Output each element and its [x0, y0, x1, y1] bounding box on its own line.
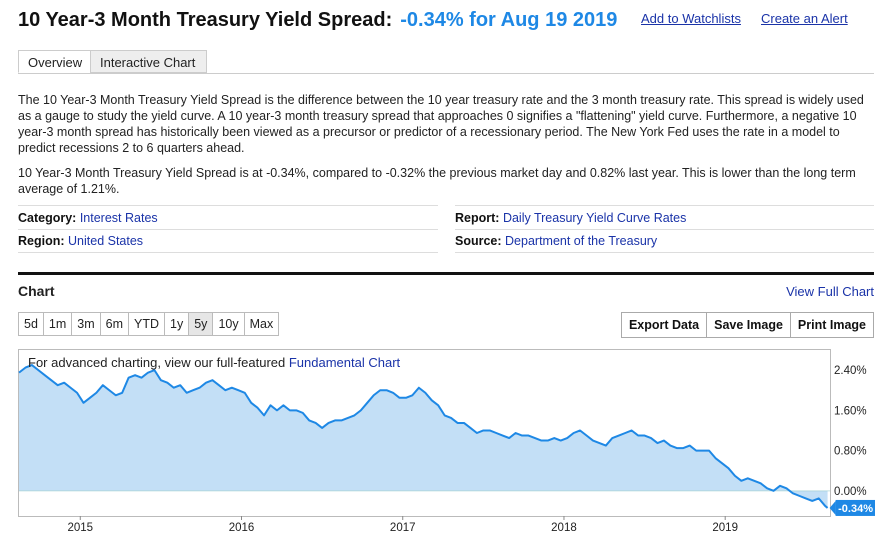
page-title: 10 Year-3 Month Treasury Yield Spread: -0…: [18, 9, 617, 32]
range-max-button[interactable]: Max: [243, 312, 280, 336]
y-tick-label: 0.80%: [834, 446, 867, 458]
note-text: For advanced charting, view our full-fea…: [28, 355, 289, 370]
last-value-badge: [835, 499, 875, 516]
range-6m-button[interactable]: 6m: [99, 312, 130, 336]
view-full-chart-link[interactable]: View Full Chart: [786, 284, 874, 299]
save-image-button[interactable]: Save Image: [706, 312, 791, 338]
y-tick-label: 1.60%: [834, 405, 867, 417]
print-image-button[interactable]: Print Image: [789, 312, 874, 338]
region-label: Region:: [18, 234, 65, 248]
meta-divider: [18, 205, 438, 206]
tab-interactive-chart[interactable]: Interactive Chart: [90, 50, 207, 73]
report-link[interactable]: Daily Treasury Yield Curve Rates: [502, 211, 687, 225]
x-tick-label: 2016: [229, 522, 255, 534]
advanced-charting-note: For advanced charting, view our full-fea…: [28, 355, 400, 370]
category-label: Category:: [18, 211, 77, 225]
x-tick-label: 2017: [390, 522, 416, 534]
range-1y-button[interactable]: 1y: [164, 312, 190, 336]
description-paragraph: The 10 Year-3 Month Treasury Yield Sprea…: [18, 93, 864, 155]
export-data-button[interactable]: Export Data: [620, 312, 708, 338]
x-tick-label: 2018: [551, 522, 577, 534]
report-label: Report:: [455, 211, 500, 225]
meta-divider: [18, 229, 438, 230]
meta-divider: [455, 229, 874, 230]
title-text: 10 Year-3 Month Treasury Yield Spread:: [18, 9, 393, 31]
tab-divider: [18, 73, 874, 74]
y-tick-label: 2.40%: [834, 365, 867, 377]
range-1m-button[interactable]: 1m: [42, 312, 73, 336]
range-selector: 5d 1m 3m 6m YTD 1y 5y 10y Max: [18, 312, 280, 336]
x-tick-label: 2019: [712, 522, 738, 534]
series-area: [19, 365, 828, 508]
y-tick-label: 0.00%: [834, 486, 867, 498]
meta-divider: [18, 252, 438, 253]
meta-divider: [455, 252, 874, 253]
last-value-pointer: [829, 500, 836, 515]
meta-divider: [455, 205, 874, 206]
range-5d-button[interactable]: 5d: [18, 312, 44, 336]
range-3m-button[interactable]: 3m: [71, 312, 101, 336]
create-alert-link[interactable]: Create an Alert: [761, 11, 848, 26]
report-row: Report: Daily Treasury Yield Curve Rates: [455, 211, 686, 225]
series-line: [18, 364, 829, 509]
category-row: Category: Interest Rates: [18, 211, 158, 225]
chart-frame: [18, 349, 831, 517]
chart-section-rule: [18, 272, 874, 275]
region-row: Region: United States: [18, 234, 143, 248]
current-value: -0.34% for Aug 19 2019: [400, 9, 618, 31]
range-ytd-button[interactable]: YTD: [128, 312, 166, 336]
fundamental-chart-link[interactable]: Fundamental Chart: [288, 355, 401, 370]
range-10y-button[interactable]: 10y: [212, 312, 245, 336]
range-5y-button[interactable]: 5y: [188, 312, 214, 336]
source-link[interactable]: Department of the Treasury: [505, 234, 658, 248]
add-to-watchlists-link[interactable]: Add to Watchlists: [641, 11, 741, 26]
region-link[interactable]: United States: [68, 234, 144, 248]
chart-section-title: Chart: [18, 283, 55, 299]
last-value-label: -0.34%: [838, 503, 873, 515]
summary-paragraph: 10 Year-3 Month Treasury Yield Spread is…: [18, 166, 856, 196]
page-header: 10 Year-3 Month Treasury Yield Spread: -0…: [18, 8, 868, 36]
chart-tools: Export Data Save Image Print Image: [620, 312, 874, 338]
source-row: Source: Department of the Treasury: [455, 234, 657, 248]
source-label: Source:: [455, 234, 502, 248]
tab-overview[interactable]: Overview: [18, 50, 91, 73]
category-link[interactable]: Interest Rates: [79, 211, 158, 225]
x-tick-label: 2015: [67, 522, 93, 534]
